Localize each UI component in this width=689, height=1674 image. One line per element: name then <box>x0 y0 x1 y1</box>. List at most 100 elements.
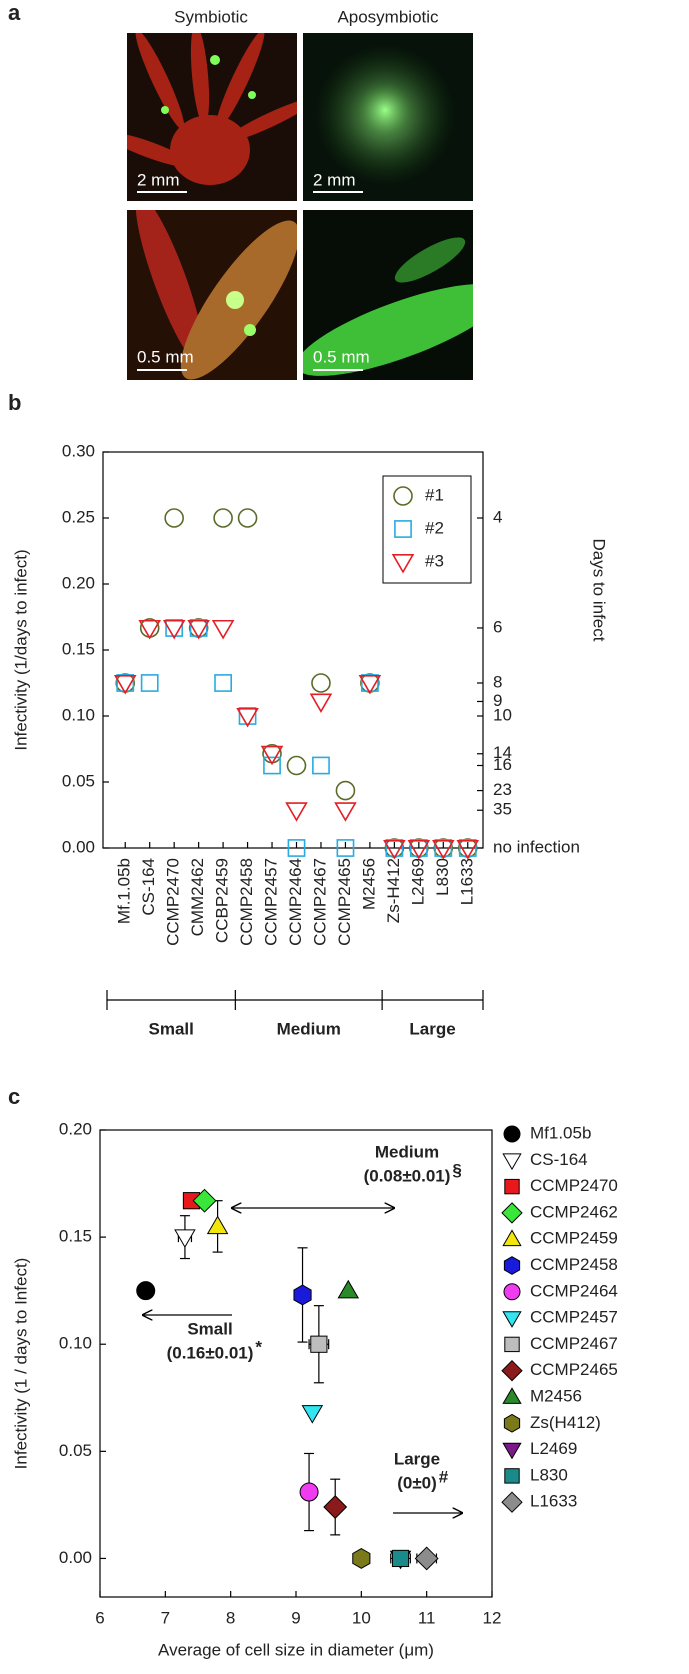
legend-label: L1633 <box>530 1492 577 1511</box>
legend-marker <box>503 1256 521 1275</box>
y2-tick-label: 35 <box>493 800 512 819</box>
point <box>165 619 184 637</box>
legend-marker <box>502 1153 522 1171</box>
micrograph <box>303 33 473 201</box>
plot-frame <box>99 1129 493 1598</box>
legend-marker <box>502 1229 522 1247</box>
point <box>301 1405 324 1424</box>
y2-tick-label: 6 <box>493 617 502 636</box>
micrograph <box>127 210 297 380</box>
point <box>293 1284 312 1306</box>
annotation-detail: (0.08±0.01) <box>364 1166 451 1185</box>
x-tick-label: 8 <box>226 1608 235 1627</box>
scale-bar-label: 0.5 mm <box>313 347 370 366</box>
y2-tick-label: 14 <box>493 743 512 762</box>
y2-tick-label: 16 <box>493 755 512 774</box>
point <box>140 674 159 692</box>
scale-bar-label: 2 mm <box>313 170 356 189</box>
x-tick-label: 6 <box>95 1608 104 1627</box>
legend-marker <box>393 486 413 506</box>
legend-marker <box>503 1125 521 1143</box>
y-tick-label: 0.20 <box>62 573 95 592</box>
point <box>214 674 233 692</box>
legend-marker <box>501 1359 523 1382</box>
panel-label: a <box>8 0 21 25</box>
x-tick-label: 12 <box>483 1608 502 1627</box>
point <box>323 1495 348 1519</box>
legend-marker <box>503 1283 521 1301</box>
legend-marker <box>503 1413 521 1433</box>
point <box>352 1547 371 1569</box>
x-tick-label: 10 <box>352 1608 371 1627</box>
x-tick-label: Mf.1.05b <box>115 858 134 924</box>
y-tick-label: 0.00 <box>62 837 95 856</box>
legend-marker <box>502 1387 522 1404</box>
point <box>335 780 356 801</box>
point <box>192 1188 217 1213</box>
legend-marker <box>501 1491 523 1513</box>
annotation-note: # <box>439 1467 449 1486</box>
legend-label: L2469 <box>530 1439 577 1458</box>
point <box>358 674 382 695</box>
point <box>164 508 184 528</box>
scale-bar-label: 0.5 mm <box>137 347 194 366</box>
group-label: Large <box>409 1019 455 1038</box>
x-tick-label: 7 <box>161 1608 170 1627</box>
annotation-detail: (0±0) <box>397 1473 437 1492</box>
x-tick-label: L1633 <box>457 858 476 905</box>
legend-label: #2 <box>425 518 444 537</box>
legend-label: Zs(H412) <box>530 1413 601 1432</box>
point <box>138 619 161 640</box>
y2-tick-label: 8 <box>493 672 502 691</box>
point <box>136 1281 156 1301</box>
legend-label: M2456 <box>530 1386 582 1405</box>
legend-marker <box>504 1178 520 1195</box>
column-title: Symbiotic <box>174 7 248 26</box>
point <box>409 839 428 857</box>
x-tick-label: Zs-H412 <box>384 858 403 923</box>
annotation-title: Small <box>187 1319 232 1338</box>
point <box>414 1546 439 1571</box>
x-tick-label: CCMP2458 <box>237 858 256 946</box>
legend-label: CS-164 <box>530 1150 588 1169</box>
point <box>383 839 406 860</box>
point <box>334 802 357 822</box>
point <box>162 619 186 640</box>
y-tick-label: 0.20 <box>59 1119 92 1138</box>
point <box>213 508 233 528</box>
legend-marker <box>501 1202 523 1224</box>
point <box>360 674 379 692</box>
point <box>312 756 330 775</box>
annotation-title: Large <box>394 1449 440 1468</box>
point <box>407 839 431 860</box>
y-axis-title: Infectivity (1/days to infect) <box>11 549 30 750</box>
point <box>309 693 333 713</box>
legend-label: CCMP2459 <box>530 1229 618 1248</box>
legend-box <box>382 475 472 584</box>
y-tick-label: 0.15 <box>59 1227 92 1246</box>
legend-label: #1 <box>425 485 444 504</box>
legend-label: CCMP2467 <box>530 1334 618 1353</box>
legend-marker <box>502 1311 522 1328</box>
point <box>286 755 307 776</box>
legend-label: Mf1.05b <box>530 1123 591 1142</box>
y-tick-label: 0.25 <box>62 507 95 526</box>
x-tick-label: CCMP2467 <box>310 858 329 946</box>
point <box>187 619 210 640</box>
x-axis-title: Average of cell size in diameter (μm) <box>158 1640 434 1659</box>
column-title: Aposymbiotic <box>337 7 439 26</box>
group-label: Medium <box>277 1019 341 1038</box>
point <box>285 802 308 822</box>
point <box>456 839 480 860</box>
legend-label: CCMP2457 <box>530 1308 618 1327</box>
point <box>391 1549 410 1568</box>
x-tick-label: CCMP2470 <box>164 858 183 946</box>
panel-label: b <box>8 390 21 415</box>
point <box>113 674 137 695</box>
legend-label: CCMP2470 <box>530 1176 618 1195</box>
micrograph <box>303 210 473 380</box>
legend-label: CCMP2464 <box>530 1281 618 1300</box>
legend-marker <box>504 1336 520 1353</box>
scale-bar-label: 2 mm <box>137 170 180 189</box>
